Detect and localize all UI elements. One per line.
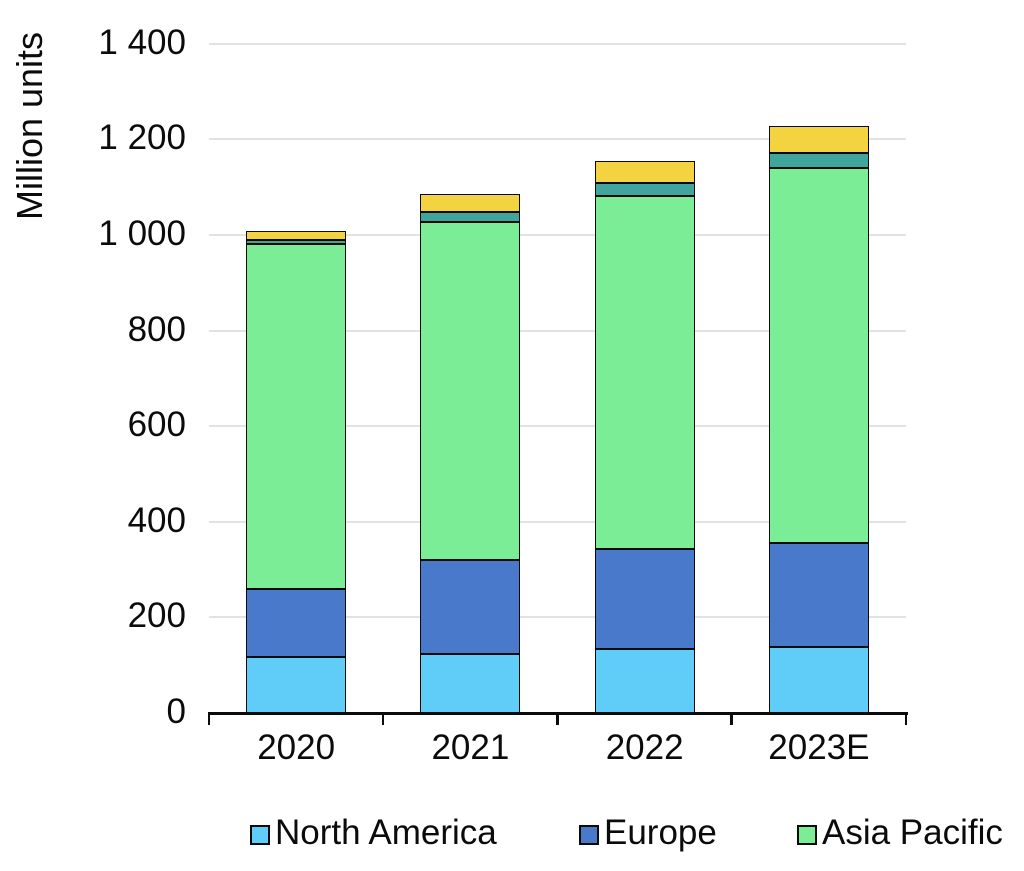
x-axis-tick-3 xyxy=(730,712,733,725)
legend-label: North America xyxy=(275,813,497,852)
legend-label: Europe xyxy=(604,813,717,852)
legend-item-europe: Europe xyxy=(579,813,717,853)
x-axis-tick-4 xyxy=(904,712,907,725)
legend-item-asia-pacific: Asia Pacific xyxy=(797,813,1003,853)
y-tick-label-800: 800 xyxy=(127,309,186,349)
bar-segment-europe-2023e xyxy=(768,543,869,648)
y-tick-label-1000: 1 000 xyxy=(98,214,186,254)
legend-item-north-america: North America xyxy=(250,813,497,853)
bar-segment-unlabeled-4-2020 xyxy=(246,231,347,241)
y-tick-label-600: 600 xyxy=(127,405,186,445)
bar-segment-unlabeled-3-2021 xyxy=(420,212,521,223)
bar-segment-europe-2020 xyxy=(246,589,347,657)
legend-label: Asia Pacific xyxy=(822,813,1003,852)
legend-swatch-icon xyxy=(250,824,270,845)
bar-segment-unlabeled-4-2022 xyxy=(594,160,695,184)
gridline-800 xyxy=(209,329,906,332)
gridline-1400 xyxy=(209,42,906,45)
bar-segment-unlabeled-4-2023e xyxy=(768,125,869,153)
y-tick-label-1400: 1 400 xyxy=(98,22,186,62)
bar-segment-unlabeled-4-2021 xyxy=(420,193,521,213)
x-tick-label-2021: 2021 xyxy=(431,728,510,767)
bar-segment-unlabeled-3-2020 xyxy=(246,240,347,245)
x-axis-tick-0 xyxy=(207,712,210,725)
bar-segment-europe-2021 xyxy=(420,560,521,654)
y-tick-label-400: 400 xyxy=(127,500,186,540)
x-axis-tick-1 xyxy=(381,712,385,725)
gridline-200 xyxy=(209,616,906,619)
x-tick-label-2022: 2022 xyxy=(605,728,684,767)
bar-segment-asia-pacific-2021 xyxy=(420,222,521,560)
x-tick-label-2023e: 2023E xyxy=(768,728,870,767)
bar-segment-north-america-2023e xyxy=(768,647,869,713)
bar-segment-asia-pacific-2022 xyxy=(594,195,695,550)
gridline-1200 xyxy=(209,138,906,141)
bar-segment-north-america-2021 xyxy=(420,653,521,713)
bar-segment-north-america-2020 xyxy=(246,656,347,713)
y-tick-label-1200: 1 200 xyxy=(98,118,186,158)
gridline-1000 xyxy=(209,233,906,236)
x-axis-tick-2 xyxy=(556,712,559,725)
bar-segment-europe-2022 xyxy=(594,549,695,649)
legend-swatch-icon xyxy=(797,824,817,845)
y-tick-label-0: 0 xyxy=(166,692,186,732)
bar-segment-unlabeled-3-2023e xyxy=(768,152,869,169)
bar-segment-asia-pacific-2020 xyxy=(246,244,347,590)
y-tick-label-200: 200 xyxy=(127,596,186,636)
bar-segment-asia-pacific-2023e xyxy=(768,168,869,544)
gridline-600 xyxy=(209,425,906,428)
gridline-400 xyxy=(209,520,906,523)
bar-segment-unlabeled-3-2022 xyxy=(594,183,695,196)
bar-segment-north-america-2022 xyxy=(594,648,695,713)
x-tick-label-2020: 2020 xyxy=(257,728,336,767)
legend-swatch-icon xyxy=(579,824,599,845)
